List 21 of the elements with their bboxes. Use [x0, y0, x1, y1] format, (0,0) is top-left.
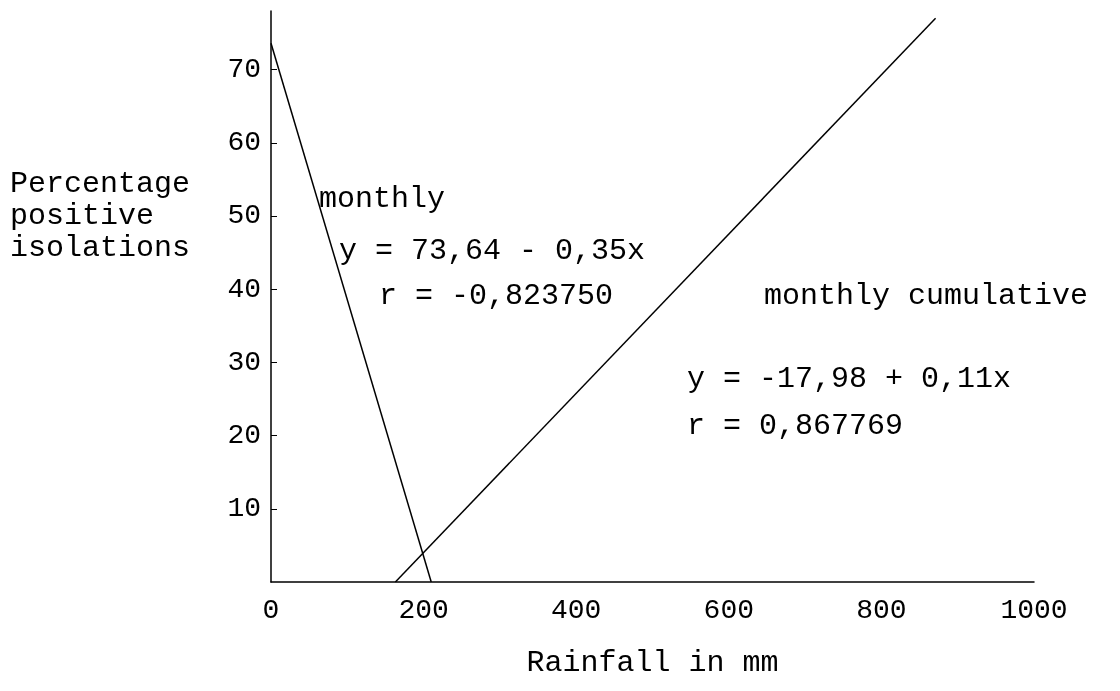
x-axis-title: Rainfall in mm	[526, 646, 779, 680]
y-tick-label: 50	[227, 200, 261, 232]
x-tick-label: 1000	[1000, 594, 1068, 626]
annotation: r = -0,823750	[379, 279, 614, 313]
x-tick-label: 200	[398, 594, 449, 626]
annotation: y = 73,64 - 0,35x	[339, 234, 646, 268]
y-tick-label: 70	[227, 54, 261, 86]
annotation: monthly	[319, 182, 446, 216]
y-tick-label: 10	[227, 493, 261, 525]
annotation: y = -17,98 + 0,11x	[687, 362, 1012, 396]
annotation: monthly cumulative	[764, 279, 1089, 313]
y-axis-title: Percentage positive isolations	[10, 167, 191, 265]
x-tick-label: 600	[703, 594, 755, 626]
y-tick-label: 40	[227, 273, 261, 305]
x-tick-label: 400	[550, 594, 602, 626]
y-tick-label: 60	[227, 127, 261, 159]
y-tick-label: 20	[227, 420, 261, 452]
y-tick-label: 30	[227, 346, 261, 378]
annotation: r = 0,867769	[687, 409, 904, 443]
x-tick-label: 800	[856, 594, 907, 626]
x-tick-label: 0	[262, 594, 280, 626]
